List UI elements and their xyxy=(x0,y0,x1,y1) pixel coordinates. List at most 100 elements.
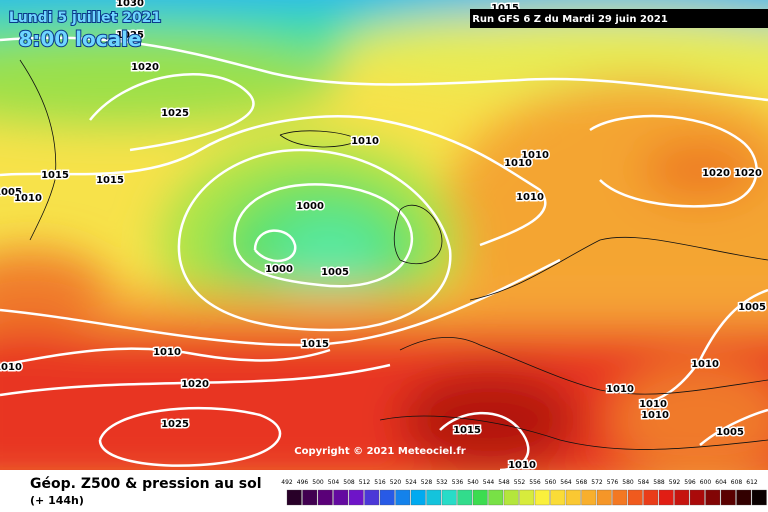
scale-label: 492 xyxy=(281,479,293,486)
isobar-label: 1010 xyxy=(153,347,181,358)
scale-swatch xyxy=(503,489,519,506)
isobar-label: 1005 xyxy=(716,427,744,438)
isobar-label: 1025 xyxy=(116,30,144,41)
isobar-label: 1010 xyxy=(606,384,634,395)
local-time: 8:00 locale xyxy=(18,27,141,51)
scale-label: 512 xyxy=(359,479,371,486)
scale-swatch xyxy=(364,489,380,506)
scale-swatch xyxy=(705,489,721,506)
isobar-label: 1010 xyxy=(691,359,719,370)
scale-swatch xyxy=(674,489,690,506)
scale-label: 560 xyxy=(545,479,557,486)
isobar-label: 1025 xyxy=(161,419,189,430)
scale-swatch xyxy=(689,489,705,506)
isobar-label: 1020 xyxy=(734,168,762,179)
isobar-label: 1015 xyxy=(96,175,124,186)
scale-swatch xyxy=(720,489,736,506)
scale-swatch xyxy=(348,489,364,506)
scale-swatch xyxy=(457,489,473,506)
scale-label: 552 xyxy=(514,479,526,486)
isobar-label: 1020 xyxy=(702,168,730,179)
scale-swatch xyxy=(627,489,643,506)
isobars xyxy=(0,36,768,470)
scale-swatch xyxy=(472,489,488,506)
scale-swatch xyxy=(441,489,457,506)
isobar-label: 1020 xyxy=(131,62,159,73)
scale-swatch xyxy=(643,489,659,506)
isobar-label: 1010 xyxy=(521,150,549,161)
field: 1030102510201025101510051010101510101000… xyxy=(0,0,768,471)
footer-title: Géop. Z500 & pression au sol xyxy=(30,476,262,492)
scale-swatch xyxy=(658,489,674,506)
isobar-label: 1020 xyxy=(181,379,209,390)
isobar-label: 1015 xyxy=(453,425,481,436)
scale-swatch xyxy=(534,489,550,506)
scale-swatch xyxy=(317,489,333,506)
run-info: Run GFS 6 Z du Mardi 29 juin 2021 xyxy=(472,14,668,25)
scale-label: 592 xyxy=(669,479,681,486)
scale-label: 524 xyxy=(405,479,417,486)
scale-label: 508 xyxy=(343,479,355,486)
scale-swatch xyxy=(395,489,411,506)
scale-label: 600 xyxy=(700,479,712,486)
scale-label: 584 xyxy=(638,479,650,486)
isobar-label: 1010 xyxy=(351,136,379,147)
run-box xyxy=(470,9,768,28)
isobar-label: 1010 xyxy=(0,362,22,373)
isobar-label: 1000 xyxy=(265,264,293,275)
scale-label: 500 xyxy=(312,479,324,486)
scale-label: 496 xyxy=(297,479,309,486)
isobar-label: 1000 xyxy=(296,201,324,212)
isobar-label: 1015 xyxy=(301,339,329,350)
scale-swatch xyxy=(410,489,426,506)
scale-swatch xyxy=(519,489,535,506)
scale-swatch xyxy=(379,489,395,506)
isobar-label: 1025 xyxy=(161,108,189,119)
isobar-label: 1030 xyxy=(116,0,144,9)
scale-label: 520 xyxy=(390,479,402,486)
scale-label: 516 xyxy=(374,479,386,486)
scale-label: 536 xyxy=(452,479,464,486)
isobar-label: 1010 xyxy=(508,460,536,471)
date-title: Lundi 5 juillet 2021 xyxy=(9,10,161,26)
isobar-label: 1010 xyxy=(14,193,42,204)
isobar-label: 1005 xyxy=(0,187,22,198)
isobar-label: 1010 xyxy=(504,158,532,169)
scale-label: 568 xyxy=(576,479,588,486)
scale-label: 580 xyxy=(622,479,634,486)
scale-swatch xyxy=(333,489,349,506)
scale-label: 572 xyxy=(591,479,603,486)
scale-label: 548 xyxy=(498,479,510,486)
coastlines xyxy=(19,59,768,450)
scale-label: 608 xyxy=(731,479,743,486)
color-scale: 492 496 500 504 508 512 516 520 524 528 532 536 540 5… xyxy=(281,479,767,506)
scale-label: 612 xyxy=(746,479,758,486)
scale-swatch xyxy=(488,489,504,506)
scale-label: 544 xyxy=(483,479,495,486)
scale-swatch xyxy=(751,489,767,506)
isobar-label: 1005 xyxy=(738,302,766,313)
scale-swatch xyxy=(581,489,597,506)
scale-label: 604 xyxy=(715,479,727,486)
isobar-label: 1010 xyxy=(641,410,669,421)
scale-label: 596 xyxy=(684,479,696,486)
scale-label: 564 xyxy=(560,479,572,486)
scale-label: 556 xyxy=(529,479,541,486)
scale-swatch xyxy=(302,489,318,506)
scale-label: 528 xyxy=(421,479,433,486)
scale-swatch xyxy=(426,489,442,506)
scale-label: 532 xyxy=(436,479,448,486)
scale-label: 576 xyxy=(607,479,619,486)
isobar-label: 1005 xyxy=(321,267,349,278)
isobar-label: 1010 xyxy=(516,192,544,203)
scale-swatch xyxy=(596,489,612,506)
isobar-labels: 1030102510201025101510051010101510101000… xyxy=(0,0,767,471)
isobar-label: 1010 xyxy=(639,399,667,410)
scale-swatch xyxy=(550,489,566,506)
lead-time: (+ 144h) xyxy=(30,494,84,507)
scale-swatch xyxy=(612,489,628,506)
scale-label: 540 xyxy=(467,479,479,486)
scale-swatch xyxy=(736,489,752,506)
scale-swatch xyxy=(286,489,302,506)
